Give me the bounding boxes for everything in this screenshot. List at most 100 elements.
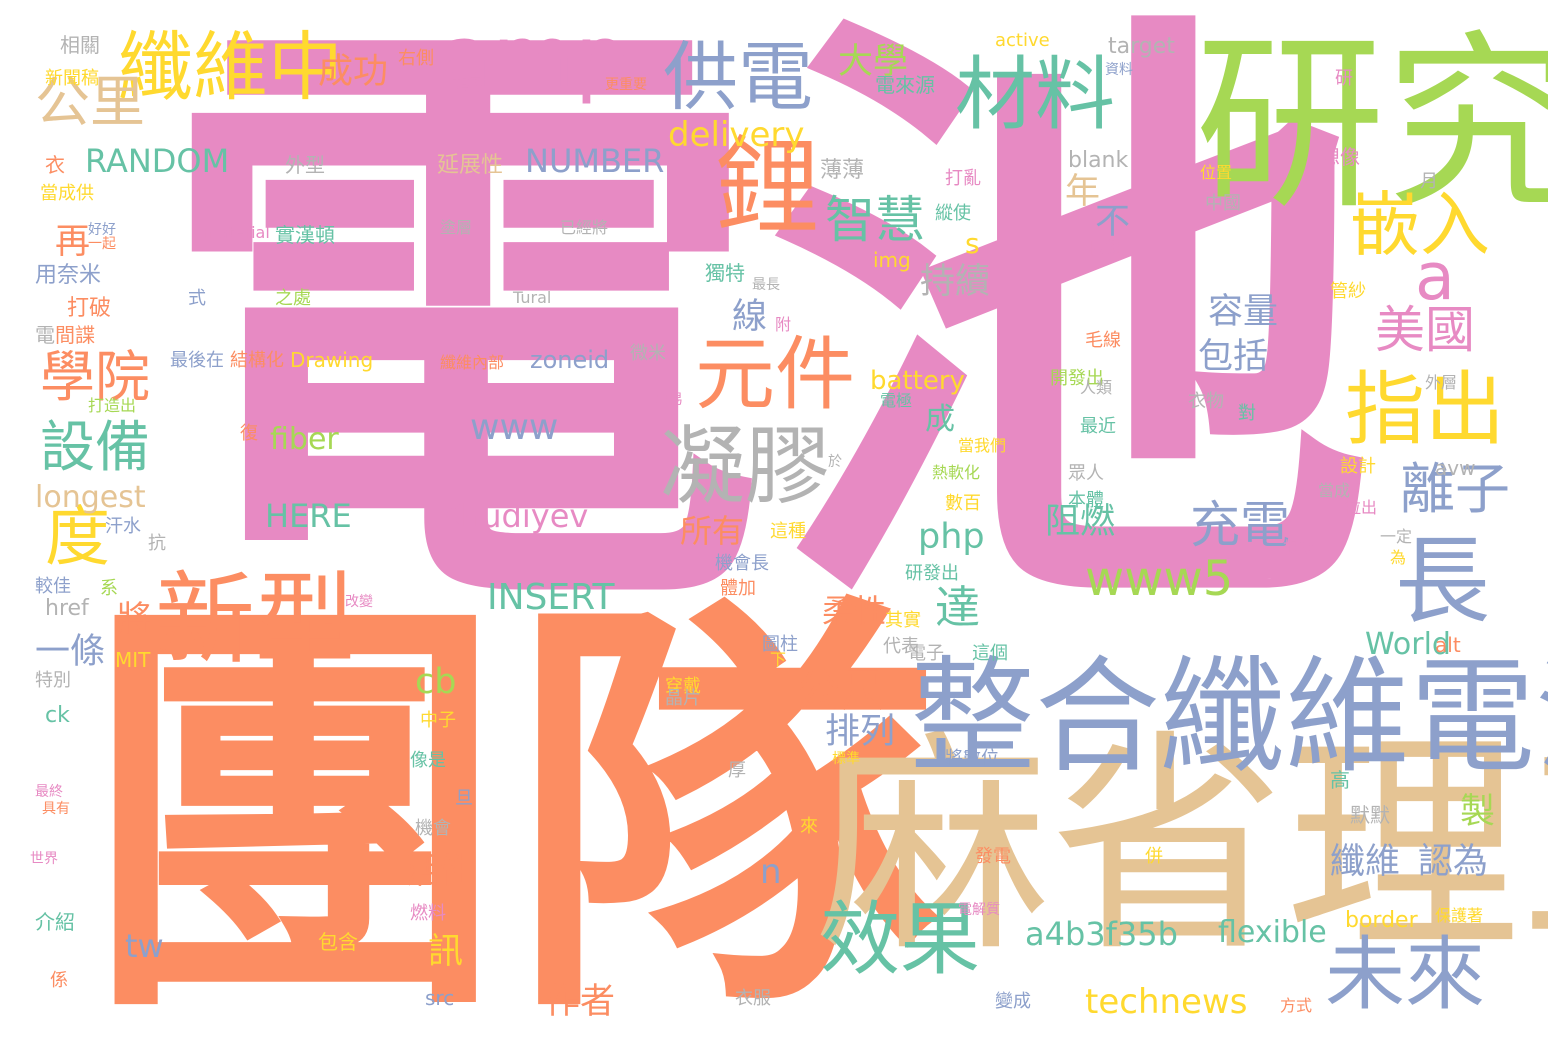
cloud-word: 結構化 [230, 350, 284, 371]
cloud-word: 包含 [318, 930, 358, 954]
cloud-word: img [873, 248, 911, 272]
cloud-word: 機會長 [715, 553, 769, 574]
cloud-word: 成 [925, 402, 955, 437]
cloud-word: 想像 [1320, 145, 1360, 169]
cloud-word: 供電 [663, 33, 814, 121]
cloud-word: 毛線 [1085, 330, 1121, 351]
cloud-word: 鋰 [715, 126, 821, 248]
cloud-word: 當成 [1318, 481, 1351, 500]
cloud-word: ck [45, 703, 70, 728]
cloud-word: 對 [1238, 403, 1256, 424]
cloud-word-dianchi: 電池 [155, 0, 1375, 680]
cloud-word-mit: 麻省理工 [815, 711, 1548, 984]
cloud-word: 抗 [148, 533, 166, 554]
cloud-word: Khudiyev [440, 497, 589, 535]
cloud-word: 於 [828, 454, 842, 470]
cloud-word: 位置 [1200, 163, 1233, 182]
cloud-word: 學院 [40, 345, 151, 409]
cloud-word: 保護著 [1435, 906, 1484, 925]
cloud-word: 外層 [1425, 373, 1458, 392]
cloud-word: src [425, 986, 455, 1010]
cloud-word: 開發出 [1050, 368, 1104, 389]
cloud-word: 研發出 [905, 563, 959, 584]
cloud-word: 纖維內部 [440, 353, 505, 372]
cloud-word: 代表 [883, 636, 919, 657]
cloud-word: 想到 [452, 76, 488, 97]
cloud-word: 晶片 [665, 688, 701, 709]
cloud-word: border [1345, 908, 1418, 933]
cloud-word: 間諜 [55, 323, 95, 347]
cloud-word: 當成供 [40, 183, 94, 204]
cloud-word: 本體 [1068, 490, 1104, 511]
cloud-word: delivery [668, 115, 805, 155]
cloud-word: 充電 [1190, 496, 1290, 554]
cloud-word: 附 [775, 315, 792, 334]
cloud-word: 較佳 [35, 576, 71, 597]
cloud-word: 設備 [40, 415, 151, 479]
cloud-word: a [1415, 240, 1455, 315]
cloud-word: 包括 [1198, 337, 1269, 377]
cloud-word: 高 [1330, 768, 1350, 792]
cloud-word: World [1365, 627, 1451, 662]
cloud-word: 方式 [1280, 996, 1313, 1015]
cloud-word: 事易 [655, 392, 683, 408]
cloud-word: 汗水 [105, 516, 141, 537]
cloud-word: 認為 [1418, 842, 1489, 882]
cloud-word: 中子 [420, 710, 456, 731]
cloud-word: 塗層 [440, 218, 473, 237]
cloud-word: www [470, 407, 559, 448]
cloud-word: 併 [1145, 846, 1163, 867]
cloud-word: HERE [265, 497, 352, 535]
cloud-word: 其實 [885, 610, 921, 631]
cloud-word: 最近 [1080, 416, 1116, 437]
cloud-word: 大學 [838, 42, 909, 82]
cloud-word: php [918, 517, 985, 557]
cloud-word: Drawing [290, 348, 374, 372]
cloud-word: 新型 [155, 561, 355, 678]
cloud-word: 打造出 [88, 396, 137, 415]
cloud-word: s [965, 227, 980, 260]
cloud-word: 嵌入 [1350, 184, 1490, 266]
cloud-word: 元件 [695, 328, 855, 421]
cloud-word: tw [125, 927, 164, 965]
cloud-word: 訊 [428, 932, 464, 972]
cloud-word: 線 [732, 297, 768, 337]
cloud-word: 獨特 [705, 261, 745, 285]
cloud-word: 不 [1095, 202, 1131, 242]
cloud-word: 一條 [35, 632, 106, 672]
cloud-word: 持續 [920, 262, 991, 302]
cloud-word: 這個 [972, 643, 1008, 664]
cloud-word: 製 [1460, 792, 1496, 832]
cloud-word: fiber [270, 422, 339, 457]
cloud-word: 下 [770, 650, 787, 669]
cloud-word: blank [1068, 148, 1129, 173]
cloud-word: 標準 [832, 751, 860, 767]
cloud-word: RANDOM [85, 142, 230, 180]
cloud-word: 電解質 [958, 902, 1000, 918]
cloud-word: 用奈米 [35, 263, 102, 288]
cloud-word: 長 [1395, 527, 1491, 637]
cloud-word: 資料 [1105, 62, 1133, 78]
cloud-word: 設計 [1340, 456, 1376, 477]
cloud-word: 相關 [60, 33, 100, 57]
cloud-word: 所有 [680, 512, 745, 550]
cloud-word: 電極 [880, 391, 913, 410]
cloud-word: 穿戴 [665, 676, 701, 697]
cloud-word: 變成 [995, 991, 1031, 1012]
cloud-word: Tural [513, 288, 552, 307]
cloud-word: 最長 [752, 277, 780, 293]
cloud-word: 達 [935, 581, 981, 634]
cloud-word: 電 [35, 323, 55, 347]
cloud-word: 將 [117, 600, 153, 640]
cloud-word: material [203, 223, 270, 242]
cloud-word: 具有 [42, 801, 70, 817]
cloud-word: 發電 [975, 846, 1011, 867]
cloud-word: 微米 [630, 343, 666, 364]
cloud-word: zoneid [530, 346, 610, 374]
cloud-word: 系 [100, 578, 118, 599]
cloud-word: 已經將 [560, 218, 609, 237]
cloud-word: 數百 [945, 493, 981, 514]
cloud-word: 來 [800, 816, 818, 837]
cloud-word: 拉出 [1345, 498, 1378, 517]
